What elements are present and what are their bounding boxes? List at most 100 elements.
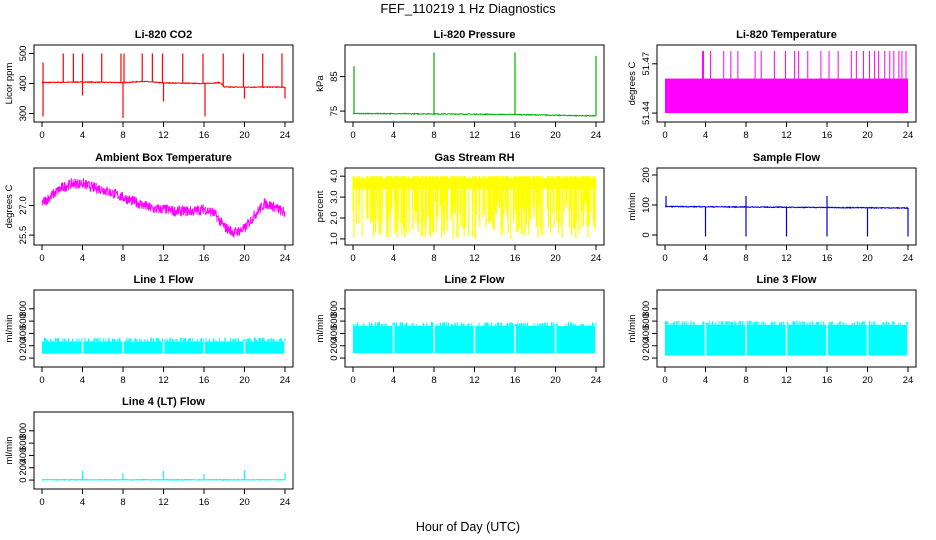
y-axis-label: ml/min	[4, 315, 15, 343]
y-tick-label: 500	[18, 46, 29, 62]
x-tick-label: 20	[862, 375, 873, 386]
x-tick-label: 24	[280, 497, 291, 508]
data-band	[868, 324, 908, 356]
x-tick-label: 4	[80, 253, 85, 264]
x-tick-label: 20	[862, 130, 873, 141]
data-trace	[43, 337, 286, 342]
panel-title: Gas Stream RH	[434, 152, 514, 164]
y-tick-label: 800	[18, 423, 29, 439]
panel-title: Line 1 Flow	[134, 274, 194, 286]
x-tick-label: 8	[743, 130, 748, 141]
x-tick-label: 8	[431, 375, 436, 386]
panel-3: Li-820 Temperature 0 4 8 12 16 20 24 51.44 51.47d…	[627, 29, 917, 141]
y-tick-label: 200	[641, 167, 652, 183]
data-trace	[352, 112, 597, 118]
series-line	[41, 53, 286, 118]
y-tick-label: 85	[329, 71, 340, 82]
x-tick-label: 4	[80, 375, 85, 386]
y-tick-label: 200	[18, 338, 29, 354]
x-tick-label: 24	[903, 375, 914, 386]
y-axis-label: ml/min	[315, 315, 326, 343]
x-tick-label: 16	[822, 253, 833, 264]
x-tick-label: 20	[550, 130, 561, 141]
y-tick-label: 0	[18, 355, 29, 360]
series-line	[665, 51, 908, 114]
series-line	[352, 176, 596, 239]
x-tick-label: 16	[510, 253, 521, 264]
x-tick-label: 4	[391, 375, 396, 386]
x-tick-label: 20	[862, 253, 873, 264]
x-tick-label: 24	[591, 253, 602, 264]
panel-4: Ambient Box Temperature 0 4 8 12 16 20 24 25.5 27…	[4, 152, 294, 264]
y-tick-label: 800	[18, 301, 29, 317]
x-tick-label: 8	[743, 375, 748, 386]
y-tick-label: 27.0	[18, 196, 29, 215]
y-tick-label: 600	[18, 313, 29, 329]
x-tick-label: 24	[280, 375, 291, 386]
data-band	[434, 326, 474, 354]
x-tick-label: 12	[158, 130, 169, 141]
y-tick-label: 300	[18, 106, 29, 122]
x-tick-label: 0	[39, 375, 44, 386]
x-tick-label: 4	[391, 130, 396, 141]
data-band	[204, 341, 244, 354]
data-band	[746, 324, 786, 356]
y-tick-label: 600	[329, 313, 340, 329]
y-tick-label: 3.0	[329, 190, 340, 203]
x-tick-label: 24	[903, 130, 914, 141]
y-axis-label: kPa	[315, 75, 326, 92]
panel-title: Line 3 Flow	[757, 274, 817, 286]
y-tick-label: 51.47	[641, 52, 652, 76]
y-tick-label: 100	[641, 197, 652, 213]
y-tick-label: 400	[329, 325, 340, 341]
y-tick-label: 2.0	[329, 211, 340, 224]
y-tick-label: 75	[329, 106, 340, 117]
y-tick-label: 800	[641, 301, 652, 317]
data-band	[665, 324, 705, 356]
panel-title: Li-820 Pressure	[434, 29, 516, 41]
data-band	[123, 341, 163, 354]
y-tick-label: 25.5	[18, 226, 29, 245]
data-trace	[664, 320, 908, 325]
figure-xlabel: Hour of Day (UTC)	[416, 520, 520, 534]
y-tick-label: 1.0	[329, 232, 340, 245]
y-tick-label: 0	[641, 355, 652, 360]
y-tick-label: 0	[641, 232, 652, 237]
y-axis-label: degrees C	[4, 184, 15, 228]
x-tick-label: 4	[80, 497, 85, 508]
x-tick-label: 0	[350, 375, 355, 386]
x-tick-label: 12	[781, 130, 792, 141]
x-tick-label: 0	[39, 130, 44, 141]
series-line	[352, 52, 597, 118]
x-tick-label: 0	[39, 253, 44, 264]
y-axis-label: ml/min	[627, 315, 638, 343]
data-band	[706, 324, 746, 356]
series-line	[352, 322, 597, 354]
x-tick-label: 0	[662, 130, 667, 141]
y-tick-label: 0	[329, 355, 340, 360]
data-band	[827, 324, 867, 356]
y-axis-label: ml/min	[627, 193, 638, 221]
data-band	[83, 341, 123, 354]
y-axis-label: Licor ppm	[4, 63, 15, 105]
x-tick-label: 8	[120, 253, 125, 264]
x-tick-label: 20	[239, 375, 250, 386]
y-tick-label: 400	[18, 325, 29, 341]
x-tick-label: 16	[199, 375, 210, 386]
x-tick-label: 0	[39, 497, 44, 508]
x-tick-label: 8	[431, 130, 436, 141]
data-trace	[41, 178, 286, 238]
y-axis-label: percent	[315, 190, 326, 222]
x-tick-label: 0	[350, 130, 355, 141]
data-band	[353, 326, 393, 354]
x-tick-label: 4	[80, 130, 85, 141]
x-tick-label: 20	[239, 253, 250, 264]
y-tick-label: 200	[329, 338, 340, 354]
x-tick-label: 0	[662, 253, 667, 264]
